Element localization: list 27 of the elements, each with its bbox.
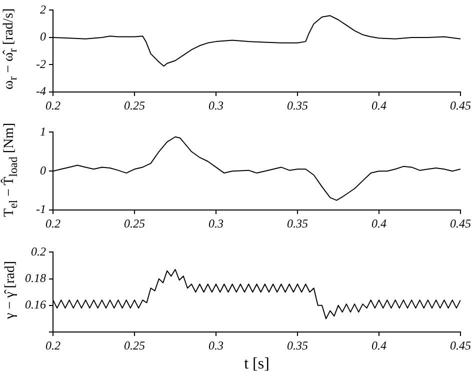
y-tick-label: 0 (40, 30, 46, 44)
x-tick-label: 0.3 (208, 98, 224, 112)
x-tick-label: 0.4 (372, 338, 386, 352)
x-tick-label: 0.35 (287, 338, 308, 352)
y-tick-label: -2 (36, 56, 46, 71)
x-tick-label: 0.35 (287, 98, 308, 112)
y-tick-label: -1 (36, 202, 46, 216)
y-tick-label: 1 (40, 124, 46, 138)
x-tick-label: 0.35 (287, 216, 308, 230)
y-tick-label: 0.18 (25, 270, 46, 285)
x-tick-label: 0.45 (450, 98, 471, 112)
x-tick-label: 0.25 (124, 216, 145, 230)
x-axis-title: t [s] (244, 356, 270, 373)
x-tick-label: 0.25 (124, 98, 145, 112)
y-tick-label: 0.2 (31, 244, 46, 258)
y-tick-label: 0.16 (25, 298, 46, 312)
y-tick-label: -4 (36, 84, 46, 98)
x-tick-label: 0.4 (372, 98, 386, 112)
x-tick-label: 0.45 (450, 338, 471, 352)
y-tick-label: 2 (40, 2, 46, 16)
x-tick-label: 0.45 (450, 216, 471, 230)
y-tick-label: 0 (40, 163, 46, 178)
x-tick-label: 0.25 (124, 338, 145, 352)
x-tick-label: 0.3 (208, 338, 224, 352)
x-tick-label: 0.4 (372, 216, 386, 230)
x-tick-label: 0.3 (208, 216, 224, 230)
y-axis-title: γ − γ̂ [rad] (3, 261, 19, 319)
